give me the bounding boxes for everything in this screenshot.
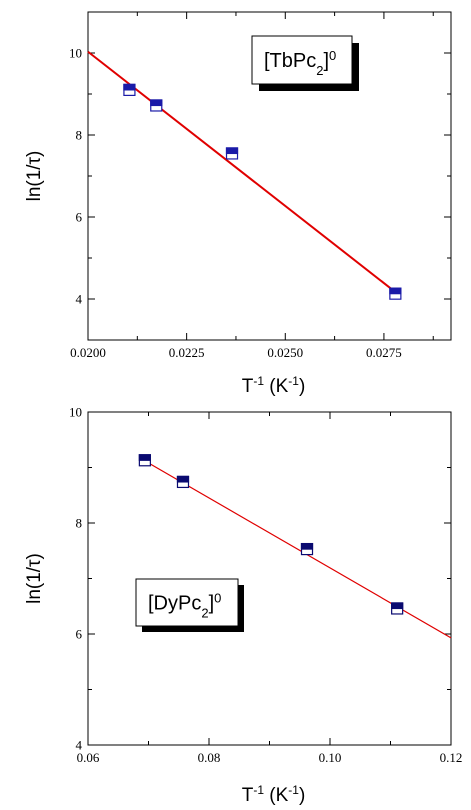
chart1-data-point xyxy=(225,147,239,160)
chart2-marker-fill xyxy=(176,475,190,483)
chart2-y-axis-title: ln(1/τ) xyxy=(24,553,45,604)
chart2-xtick-label: 0.06 xyxy=(77,750,100,765)
chart1-data-point xyxy=(123,83,136,97)
chart1-marker-fill xyxy=(123,83,136,91)
chart1-x-axis-title: T-1 (K-1) xyxy=(242,374,306,397)
chart2-xtick-label: 0.10 xyxy=(319,750,342,765)
chart1-marker-fill xyxy=(225,147,239,155)
chart1-label-box xyxy=(251,35,353,85)
chart2-data-point xyxy=(138,454,151,467)
chart1-ytick-label: 4 xyxy=(76,292,83,307)
chart1-xtick-label: 0.0250 xyxy=(267,345,303,360)
chart2-data-point xyxy=(300,542,314,556)
chart2-group: 0.06 0.08 0.10 0.12 4 6 8 10 [DyPc2]0 T-1 (K-1) ln… xyxy=(24,405,462,807)
chart2-marker-fill xyxy=(138,454,151,461)
chart1-group: 0.0200 0.0225 0.0250 0.0275 4 6 8 10 [TbPc2]0 T-1… xyxy=(24,11,452,397)
chart1-ytick-label: 10 xyxy=(69,46,82,61)
chart2-data-point xyxy=(176,475,190,489)
chart2-x-axis-title: T-1 (K-1) xyxy=(242,783,306,806)
chart1-ytick-label: 8 xyxy=(76,128,83,143)
chart1-y-axis-title: ln(1/τ) xyxy=(24,151,45,202)
chart1-label-text: [TbPc2]0 xyxy=(264,48,336,78)
chart1-xtick-label: 0.0275 xyxy=(366,345,402,360)
chart1-marker-fill xyxy=(389,287,402,295)
chart2-ytick-label: 6 xyxy=(76,627,83,642)
chart1-ytick-label: 6 xyxy=(76,210,83,225)
chart1-fit-line xyxy=(87,50,396,293)
chart1-xtick-label: 0.0225 xyxy=(169,345,205,360)
chart2-data-point xyxy=(391,602,404,615)
chart1-data-point xyxy=(150,99,163,112)
chart2-ytick-label: 10 xyxy=(69,405,82,420)
chart2-xtick-label: 0.08 xyxy=(198,750,221,765)
chart2-xtick-label: 0.12 xyxy=(440,750,463,765)
chart2-label-box xyxy=(135,578,239,627)
chart1-data-point xyxy=(389,287,402,300)
chart2-marker-fill xyxy=(391,602,404,610)
chart1-marker-fill xyxy=(150,99,163,107)
chart2-label-text: [DyPc2]0 xyxy=(148,590,221,620)
chart2-ytick-label: 8 xyxy=(76,516,83,531)
chart2-marker-fill xyxy=(300,542,314,550)
chart2-ytick-label: 4 xyxy=(76,738,83,753)
chart1-xtick-label: 0.0200 xyxy=(70,345,106,360)
